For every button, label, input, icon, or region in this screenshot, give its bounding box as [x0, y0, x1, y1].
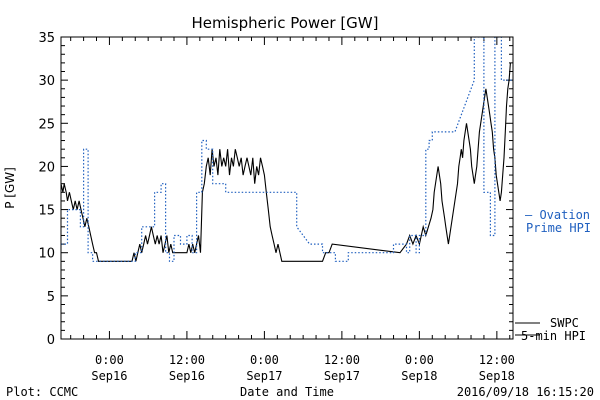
x-tick-time-label: 12:00: [324, 353, 360, 367]
x-tick-time-label: 12:00: [169, 353, 205, 367]
legend-swpc-label-2: 5-min HPI: [521, 329, 586, 343]
x-tick-date-label: Sep16: [169, 369, 205, 383]
y-tick-label: 20: [38, 160, 55, 175]
x-tick-time-label: 0:00: [95, 353, 124, 367]
y-tick-label: 5: [47, 290, 55, 305]
y-tick-label: 10: [38, 247, 55, 262]
x-tick-date-label: Sep16: [91, 369, 127, 383]
x-tick-date-label: Sep18: [479, 369, 515, 383]
y-tick-label: 30: [38, 74, 55, 89]
y-axis-ticks: 0 5 10 15 20 25 30 35: [38, 31, 513, 348]
y-tick-label: 25: [38, 117, 55, 132]
x-axis-ticks: 0:00 Sep16 12:00 Sep16 0:00 Sep17 12:00 Sep17 0:…: [70, 37, 515, 383]
chart-title: Hemispheric Power [GW]: [192, 14, 379, 32]
legend-ovation-label-2: Prime HPI: [526, 221, 591, 235]
plot-credit: Plot: CCMC: [6, 385, 78, 399]
legend-swpc-label: SWPC: [550, 316, 579, 330]
y-axis-label: P [GW]: [3, 167, 17, 209]
series-line-ovation-prime: [61, 37, 512, 262]
series-layer: [61, 37, 512, 262]
x-axis-label: Date and Time: [240, 385, 334, 399]
x-tick-date-label: Sep18: [401, 369, 437, 383]
x-tick-time-label: 12:00: [479, 353, 515, 367]
y-tick-label: 0: [47, 333, 55, 348]
plot-timestamp: 2016/09/18 16:15:20: [457, 385, 594, 399]
x-tick-time-label: 0:00: [405, 353, 434, 367]
x-tick-date-label: Sep17: [246, 369, 282, 383]
plot-frame: [60, 36, 514, 340]
legend-ovation-label: — Ovation: [525, 208, 590, 222]
y-tick-label: 35: [38, 31, 55, 46]
y-tick-label: 15: [38, 204, 55, 219]
x-tick-date-label: Sep17: [324, 369, 360, 383]
x-tick-time-label: 0:00: [250, 353, 279, 367]
